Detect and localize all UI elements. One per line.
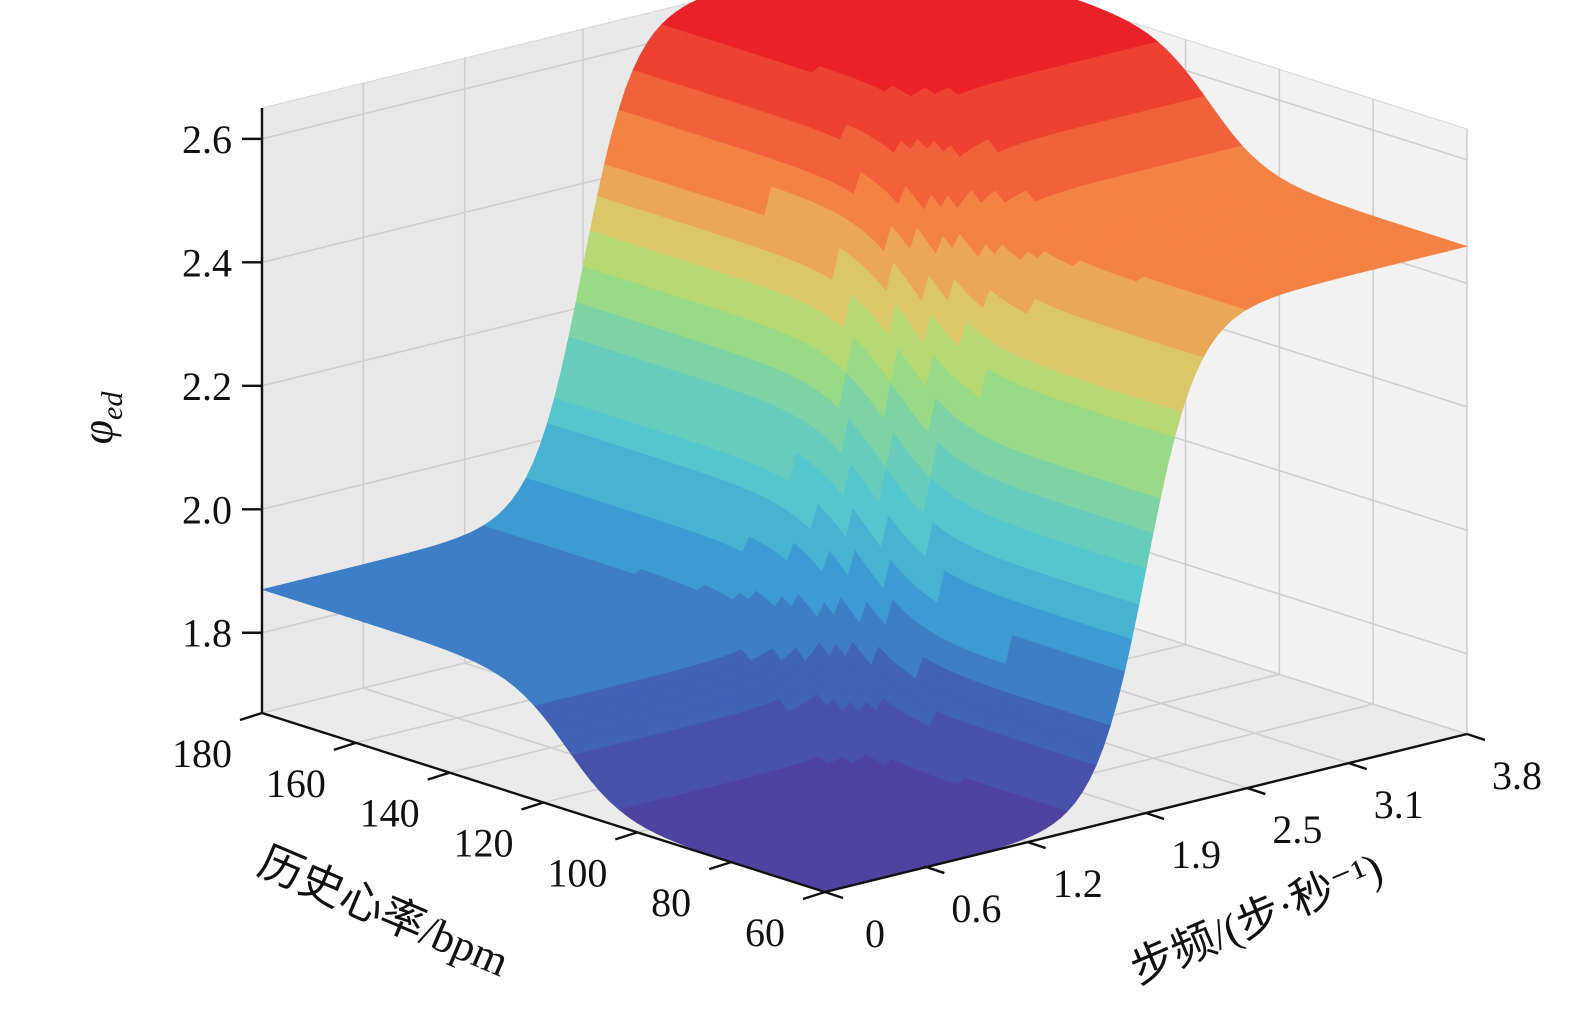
surface-mesh bbox=[260, 0, 1469, 893]
